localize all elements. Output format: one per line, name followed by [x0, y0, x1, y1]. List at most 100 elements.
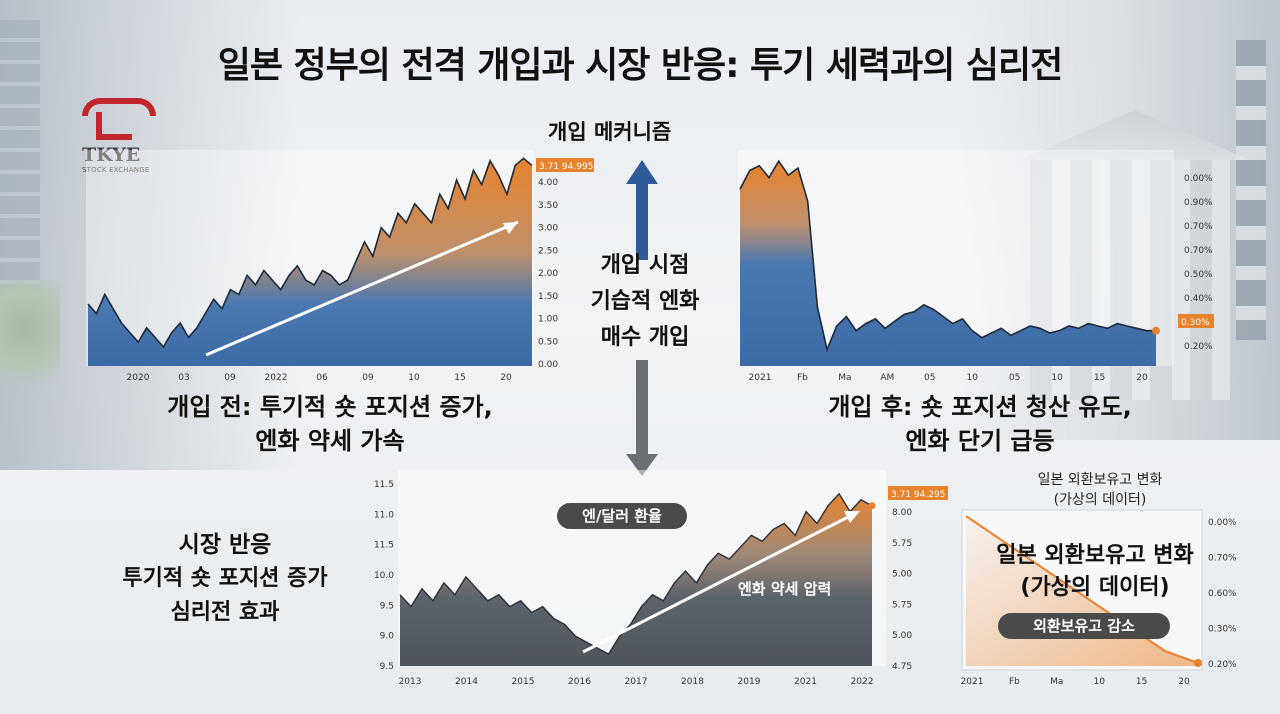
background-building-left	[0, 0, 300, 470]
chart-fx-x-tick: 2015	[512, 677, 535, 687]
chart-fx-left-y-tick: 11.5	[374, 480, 394, 490]
chart-fx-right-y-tick: 5.75	[892, 539, 912, 549]
chart-fx-left-y-tick: 11.0	[374, 510, 394, 520]
after-caption-line-1: 개입 후: 숏 포지션 청산 유도,	[828, 393, 1132, 421]
reserves-big-note-line-1: 일본 외환보유고 변화	[996, 543, 1194, 568]
chart-res-x-tick: Fb	[1009, 677, 1020, 687]
reserves-big-note-line-2: (가상의 데이터)	[1020, 575, 1170, 600]
chart-fx-reserves: 2021 Fb Ma 10 15 20 0.00% 0.70% 0.60% 0.30% 0.20%	[961, 509, 1237, 687]
exchange-logo-name: TKYE	[82, 144, 182, 166]
chart-fx-x-tick: 2018	[681, 677, 704, 687]
chart-before-y-tick: 1.00	[538, 315, 558, 325]
chart-fx-trend-arrow	[582, 512, 855, 654]
chart-fx-x-tick: 2014	[455, 677, 478, 687]
chart-after-x-tick: 10	[966, 373, 978, 383]
chart-before-x-tick: 03	[178, 373, 189, 383]
page-title: 일본 정부의 전격 개입과 시장 반응: 투기 세력과의 심리전	[217, 45, 1063, 86]
chart-after-y-tick: 0.70%	[1184, 246, 1213, 256]
chart-fx-area	[400, 493, 872, 666]
chart-res-x-tick: 20	[1178, 677, 1190, 687]
chart-fx-x-tick: 2019	[738, 677, 761, 687]
chart-before-y-tick: 3.00	[538, 224, 558, 234]
chart-before-y-tick: 3.50	[538, 201, 558, 211]
chart-before-x-tick: 2022	[265, 373, 288, 383]
chart-before-last-label: 3.71 94.995	[539, 162, 593, 172]
chart-after-x-tick: 15	[1094, 373, 1105, 383]
chart-before-x-tick: 09	[224, 373, 236, 383]
exchange-logo-mark-icon	[82, 92, 156, 144]
chart-before-x-tick: 06	[316, 373, 328, 383]
chart-after-x-tick: Fb	[797, 373, 808, 383]
chart-fx-x-tick: 2021	[794, 677, 817, 687]
chart-fx-x-tick: 2017	[625, 677, 648, 687]
chart-before-y-tick: 2.00	[538, 269, 558, 279]
reserves-small-title-line-2: (가상의 데이터)	[1053, 492, 1147, 508]
exchange-logo-sub: STOCK EXCHANGE	[82, 166, 182, 174]
background-windows	[1236, 40, 1266, 340]
chart-fx-left-y-tick: 9.0	[380, 632, 395, 642]
reserve-decline-pill: 외환보유고 감소	[998, 613, 1170, 639]
chart-before-y-tick: 2.50	[538, 246, 558, 256]
chart-after-intervention: 2021 Fb Ma AM 05 10 05 10 15 20 0.00% 0.90% 0.70% 0.…	[738, 150, 1214, 383]
chart-res-x-tick: Ma	[1050, 677, 1063, 687]
exchange-logo: TKYE STOCK EXCHANGE	[82, 92, 182, 202]
yen-weakness-label: 엔화 약세 압력	[738, 580, 832, 598]
chart-before-trend-arrow	[205, 220, 519, 357]
chart-fx-left-y-tick: 9.5	[380, 662, 394, 672]
before-caption-line-2: 엔화 약세 가속	[255, 427, 405, 455]
chart-after-y-tick: 0.90%	[1184, 198, 1213, 208]
chart-before-x-tick: 15	[454, 373, 465, 383]
chart-before-x-tick: 10	[408, 373, 420, 383]
chart-before-last-label-bg	[536, 158, 594, 172]
chart-res-x-tick: 10	[1093, 677, 1105, 687]
chart-res-x-tick: 2021	[961, 677, 984, 687]
chart-after-y-tick: 0.00%	[1184, 174, 1213, 184]
reserves-small-title-line-1: 일본 외환보유고 변화	[1037, 472, 1163, 488]
chart-after-y-tick: 0.50%	[1184, 270, 1213, 280]
center-line-1: 개입 시점	[600, 253, 690, 278]
chart-res-y-tick: 0.20%	[1208, 660, 1237, 670]
background-glass-facade	[0, 20, 40, 300]
chart-after-y-tick: 0.70%	[1184, 222, 1213, 232]
background-tree	[0, 280, 60, 400]
chart-after-x-tick: 05	[924, 373, 935, 383]
chart-res-last-dot	[1194, 659, 1202, 667]
before-caption: 개입 전: 투기적 숏 포지션 증가, 엔화 약세 가속	[120, 390, 540, 458]
chart-before-line	[87, 157, 533, 349]
center-line-2: 기습적 엔화	[590, 289, 700, 314]
chart-fx-left-y-tick: 11.5	[374, 541, 394, 551]
reserves-small-title: 일본 외환보유고 변화 (가상의 데이터)	[960, 470, 1240, 510]
reserves-big-note: 일본 외환보유고 변화 (가상의 데이터)	[945, 540, 1245, 604]
chart-before-x-tick: 20	[500, 373, 512, 383]
chart-fx-right-y-tick: 5.75	[892, 600, 912, 610]
chart-before-y-tick: 0.00	[538, 360, 558, 370]
market-line-2: 투기적 숏 포지션 증가	[122, 566, 328, 591]
chart-fx-last-label: 3.71 94.295	[891, 490, 945, 500]
background-building-right	[960, 0, 1280, 440]
market-line-3: 심리전 효과	[170, 600, 280, 625]
market-reaction-text: 시장 반응 투기적 숏 포지션 증가 심리전 효과	[80, 528, 370, 630]
chart-res-y-tick: 0.60%	[1208, 589, 1237, 599]
down-arrow-shaft	[636, 360, 648, 456]
chart-before-x-tick: 09	[362, 373, 374, 383]
chart-fx-right-y-tick: 4.75	[892, 662, 912, 672]
chart-after-line	[739, 159, 1156, 353]
chart-res-line	[965, 515, 1199, 664]
chart-fx-x-tick: 2022	[851, 677, 874, 687]
chart-res-y-tick: 0.00%	[1208, 518, 1237, 528]
chart-after-last-label: 0.30%	[1181, 318, 1210, 328]
after-caption-line-2: 엔화 단기 급등	[905, 427, 1055, 455]
chart-after-y-tick: 0.40%	[1184, 294, 1213, 304]
chart-fx-right-y-tick: 5.00	[892, 570, 912, 580]
after-caption: 개입 후: 숏 포지션 청산 유도, 엔화 단기 급등	[740, 390, 1220, 458]
chart-fx-last-label-bg	[888, 486, 948, 500]
chart-after-x-tick: AM	[880, 373, 894, 383]
down-arrowhead-icon	[626, 454, 658, 476]
center-arrows	[626, 160, 658, 476]
chart-fx-right-y-tick: 5.00	[892, 631, 912, 641]
chart-after-area	[740, 161, 1156, 366]
chart-fx-left-y-tick: 10.0	[374, 571, 394, 581]
center-line-3: 매수 개입	[600, 325, 690, 350]
chart-after-x-tick: 20	[1136, 373, 1148, 383]
chart-before-trend-arrowhead	[503, 222, 518, 234]
